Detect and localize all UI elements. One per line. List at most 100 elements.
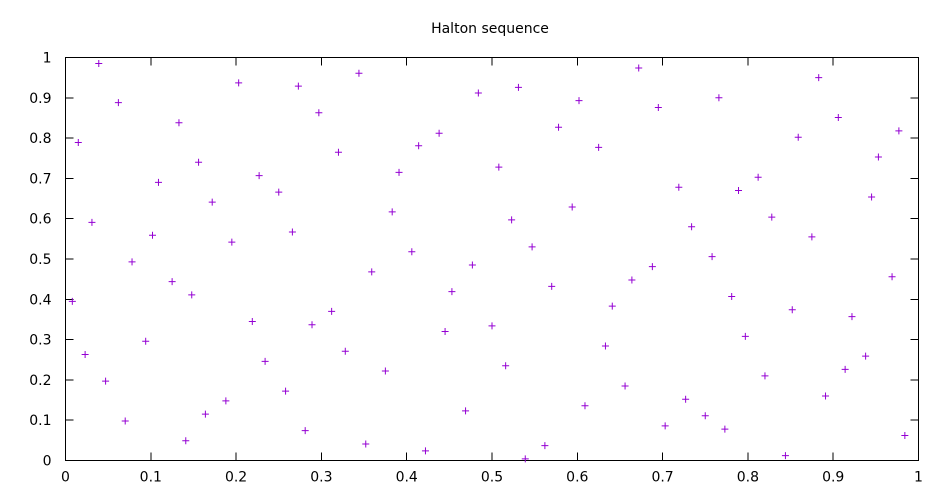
data-point [495, 163, 503, 171]
data-point [868, 193, 876, 201]
y-tick-label: 0.3 [29, 333, 51, 349]
x-tick-label: 0 [61, 470, 70, 486]
data-point [95, 60, 103, 68]
data-point [528, 243, 536, 251]
data-point [408, 248, 416, 256]
data-point [675, 183, 683, 191]
data-point [575, 97, 583, 105]
data-point [301, 427, 309, 435]
data-point [601, 342, 609, 350]
data-point [68, 297, 76, 305]
y-tick-label: 0.9 [29, 91, 51, 107]
data-point [754, 173, 762, 181]
data-point [154, 178, 162, 186]
data-point [581, 402, 589, 410]
data-point [688, 223, 696, 231]
data-point [841, 365, 849, 373]
data-point [441, 328, 449, 336]
data-point [822, 392, 830, 400]
data-point [761, 372, 769, 380]
plot-frame [65, 57, 919, 461]
data-point [142, 337, 150, 345]
data-point [328, 307, 336, 315]
data-point [381, 367, 389, 375]
data-point [255, 172, 263, 180]
data-point [81, 351, 89, 359]
data-point [208, 198, 216, 206]
data-point [728, 292, 736, 300]
data-point [261, 357, 269, 365]
data-point [368, 268, 376, 276]
y-tick-label: 0.8 [29, 131, 51, 147]
data-point [315, 109, 323, 117]
data-point [648, 263, 656, 271]
data-point [168, 278, 176, 286]
data-point [195, 158, 203, 166]
data-point [474, 89, 482, 97]
data-point [608, 302, 616, 310]
data-point [862, 352, 870, 360]
data-point [628, 276, 636, 284]
x-tick-label: 0.4 [396, 470, 418, 486]
x-tick-label: 0.7 [651, 470, 673, 486]
data-point [222, 397, 230, 405]
data-point [282, 387, 290, 395]
data-point [275, 188, 283, 196]
data-point [388, 208, 396, 216]
data-point [488, 322, 496, 330]
y-tick-label: 0.7 [29, 171, 51, 187]
data-point [834, 114, 842, 122]
data-point [508, 216, 516, 224]
data-point [149, 231, 157, 239]
y-tick-label: 0.4 [29, 292, 51, 308]
data-point [895, 127, 903, 135]
data-point [874, 153, 882, 161]
x-tick-label: 0.2 [225, 470, 247, 486]
y-tick-label: 0.5 [29, 252, 51, 268]
y-tick-label: 0.6 [29, 212, 51, 228]
data-point [502, 362, 510, 370]
scatter-points [68, 60, 909, 463]
y-tick-label: 0.2 [29, 373, 51, 389]
data-point [715, 94, 723, 102]
data-point [248, 317, 256, 325]
data-point [228, 238, 236, 246]
data-point [901, 432, 909, 440]
data-point [595, 143, 603, 151]
data-point [355, 69, 363, 77]
data-point [182, 437, 190, 445]
data-point [888, 273, 896, 281]
data-point [188, 291, 196, 299]
x-tick-label: 0.9 [822, 470, 844, 486]
data-point [621, 382, 629, 390]
x-tick-label: 0.3 [310, 470, 332, 486]
data-point [415, 142, 423, 150]
data-point [768, 213, 776, 221]
x-tick-label: 0.6 [566, 470, 588, 486]
data-point [308, 321, 316, 329]
data-point [735, 186, 743, 194]
y-tick-label: 0 [43, 454, 52, 470]
data-point [682, 395, 690, 403]
data-point [201, 410, 209, 418]
y-tick-label: 1 [43, 51, 52, 67]
data-point [435, 129, 443, 137]
data-point [102, 377, 110, 385]
data-point [721, 425, 729, 433]
data-point [88, 218, 96, 226]
data-point [815, 74, 823, 82]
data-point [74, 139, 82, 147]
data-point [334, 148, 342, 156]
data-point [395, 168, 403, 176]
data-point [635, 64, 643, 72]
data-point [362, 440, 370, 448]
data-point [781, 452, 789, 460]
data-point [741, 332, 749, 340]
data-point [568, 203, 576, 211]
x-tick-label: 1 [914, 470, 923, 486]
y-tick-label: 0.1 [29, 413, 51, 429]
data-point [541, 442, 549, 450]
data-point [468, 261, 476, 269]
data-point [121, 417, 129, 425]
